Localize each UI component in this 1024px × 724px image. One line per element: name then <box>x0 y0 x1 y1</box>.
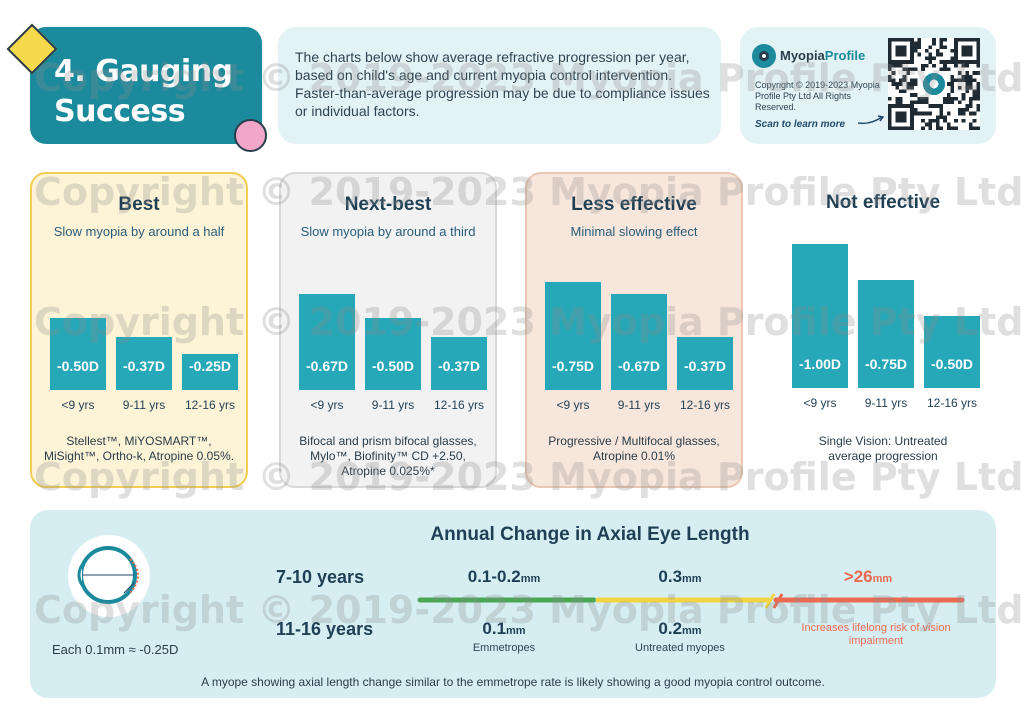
chart-bar: -0.67D <box>299 294 355 390</box>
page-title: 4. Gauging Success <box>54 54 233 129</box>
chart-bar: -0.50D <box>50 318 106 390</box>
card-next-best: Next-best Slow myopia by around a third … <box>279 172 497 488</box>
bar-plot: -0.67D <9 yrs -0.50D 9-11 yrs -0.37D 12-16 yr… <box>291 174 489 414</box>
card-not-effective: Not effective -1.00D <9 yrs -0.75D 9-11 yrs… <box>774 172 992 488</box>
x-tick-label: 12-16 yrs <box>433 398 485 412</box>
axial-panel <box>30 510 996 698</box>
brand-name-a: Myopia <box>780 48 825 63</box>
untreated-label: Untreated myopes <box>635 642 725 654</box>
bar-plot: -1.00D <9 yrs -0.75D 9-11 yrs -0.50D 12-16 yr… <box>784 172 982 412</box>
bar-value-label: -0.67D <box>617 358 661 374</box>
untreated-value: 0.3mm <box>620 567 740 587</box>
x-tick-label: 12-16 yrs <box>926 396 978 410</box>
bar-value-label: -0.50D <box>371 358 415 374</box>
bar-plot: -0.50D <9 yrs -0.37D 9-11 yrs -0.25D 12-16 yr… <box>42 174 240 414</box>
brand-name-b: Profile <box>824 48 866 63</box>
card-best: Best Slow myopia by around a half -0.50D… <box>30 172 248 488</box>
risk-label: Increases lifelong risk of vision impair… <box>801 622 951 647</box>
emmetrope-value-number: 0.1-0.2 <box>467 567 521 586</box>
unit: mm <box>872 573 893 585</box>
card-subtitle: Slow myopia by around a half <box>53 224 225 239</box>
bar-value-label: -0.67D <box>305 358 349 374</box>
eye-diagram-icon <box>77 546 139 604</box>
chart-bar: -0.37D <box>431 337 487 390</box>
bar-value-label: -0.50D <box>56 358 100 374</box>
x-tick-label: 9-11 yrs <box>371 398 415 412</box>
bar-value-label: -0.37D <box>437 358 481 374</box>
decorative-circle <box>234 119 267 152</box>
chart-bar: -0.67D <box>611 294 667 390</box>
card-subtitle: Minimal slowing effect <box>570 224 698 239</box>
arrow-right-icon <box>857 115 885 125</box>
chart-bar: -1.00D <box>792 244 848 388</box>
risk-value-number: >26 <box>843 567 873 586</box>
chart-bar: -0.50D <box>365 318 421 390</box>
emmetrope-value: 0.1mm <box>444 619 564 639</box>
brand-name: MyopiaProfile <box>780 48 865 63</box>
bar-plot: -0.75D <9 yrs -0.67D 9-11 yrs -0.37D 12-16 yr… <box>537 174 735 414</box>
x-tick-label: 9-11 yrs <box>122 398 166 412</box>
eye-caption: Each 0.1mm ≈ -0.25D <box>52 642 179 657</box>
age-row-label: 7-10 years <box>276 567 365 587</box>
card-less-effective: Less effective Minimal slowing effect -0… <box>525 172 743 488</box>
unit: mm <box>682 573 702 585</box>
x-tick-label: <9 yrs <box>310 398 344 412</box>
intro-text: The charts below show average refractive… <box>295 49 710 119</box>
unit: mm <box>506 625 526 637</box>
x-tick-label: 9-11 yrs <box>864 396 908 410</box>
unit: mm <box>682 625 702 637</box>
age-row-label: 11-16 years <box>276 619 374 639</box>
bar-value-label: -0.37D <box>683 358 727 374</box>
emmetrope-value: 0.1-0.2mm <box>444 567 564 587</box>
chart-bar: -0.50D <box>924 316 980 388</box>
chart-bar: -0.75D <box>545 282 601 390</box>
qr-code[interactable] <box>888 38 980 130</box>
scan-prompt: Scan to learn more <box>755 119 846 130</box>
untreated-value-number: 0.3 <box>658 567 683 586</box>
bar-value-label: -0.50D <box>930 356 974 372</box>
bar-value-label: -0.75D <box>864 356 908 372</box>
card-interventions: Progressive / Multifocal glasses, Atropi… <box>548 434 720 463</box>
card-interventions: Bifocal and prism bifocal glasses, Mylo™… <box>299 434 477 478</box>
x-tick-label: 12-16 yrs <box>679 398 731 412</box>
x-tick-label: <9 yrs <box>803 396 837 410</box>
x-tick-label: 9-11 yrs <box>617 398 661 412</box>
title-panel <box>30 27 262 144</box>
chart-bar: -0.37D <box>677 337 733 390</box>
unit: mm <box>520 573 541 585</box>
card-title: Best <box>118 194 160 215</box>
x-tick-label: 12-16 yrs <box>184 398 236 412</box>
card-title: Less effective <box>571 194 697 215</box>
untreated-value: 0.2mm <box>620 619 740 639</box>
bar-value-label: -0.25D <box>188 358 232 374</box>
axial-title: Annual Change in Axial Eye Length <box>430 524 750 545</box>
untreated-value-number: 0.2 <box>658 619 683 638</box>
x-tick-label: <9 yrs <box>61 398 95 412</box>
bar-value-label: -0.37D <box>122 358 166 374</box>
brand-copyright: Copyright © 2019-2023 Myopia Profile Pty… <box>755 80 880 112</box>
card-title: Not effective <box>825 192 941 213</box>
card-interventions: Stellest™, MiYOSMART™, MiSight™, Ortho-k… <box>43 434 235 463</box>
intro-panel <box>278 27 721 144</box>
chart-bar: -0.25D <box>182 354 238 390</box>
card-interventions: Single Vision: Untreated average progres… <box>818 434 948 463</box>
eye-logo-pupil <box>759 51 769 61</box>
axial-scale <box>417 593 965 609</box>
chart-bar: -0.75D <box>858 280 914 388</box>
x-tick-label: <9 yrs <box>556 398 590 412</box>
risk-value: >26mm <box>808 567 928 587</box>
bar-value-label: -0.75D <box>551 358 595 374</box>
card-title: Next-best <box>344 194 432 215</box>
bar-value-label: -1.00D <box>798 356 842 372</box>
axial-footnote: A myope showing axial length change simi… <box>201 675 825 689</box>
chart-bar: -0.37D <box>116 337 172 390</box>
emmetrope-label: Emmetropes <box>472 642 536 654</box>
emmetrope-value-number: 0.1 <box>482 619 507 638</box>
card-subtitle: Slow myopia by around a third <box>300 224 476 239</box>
